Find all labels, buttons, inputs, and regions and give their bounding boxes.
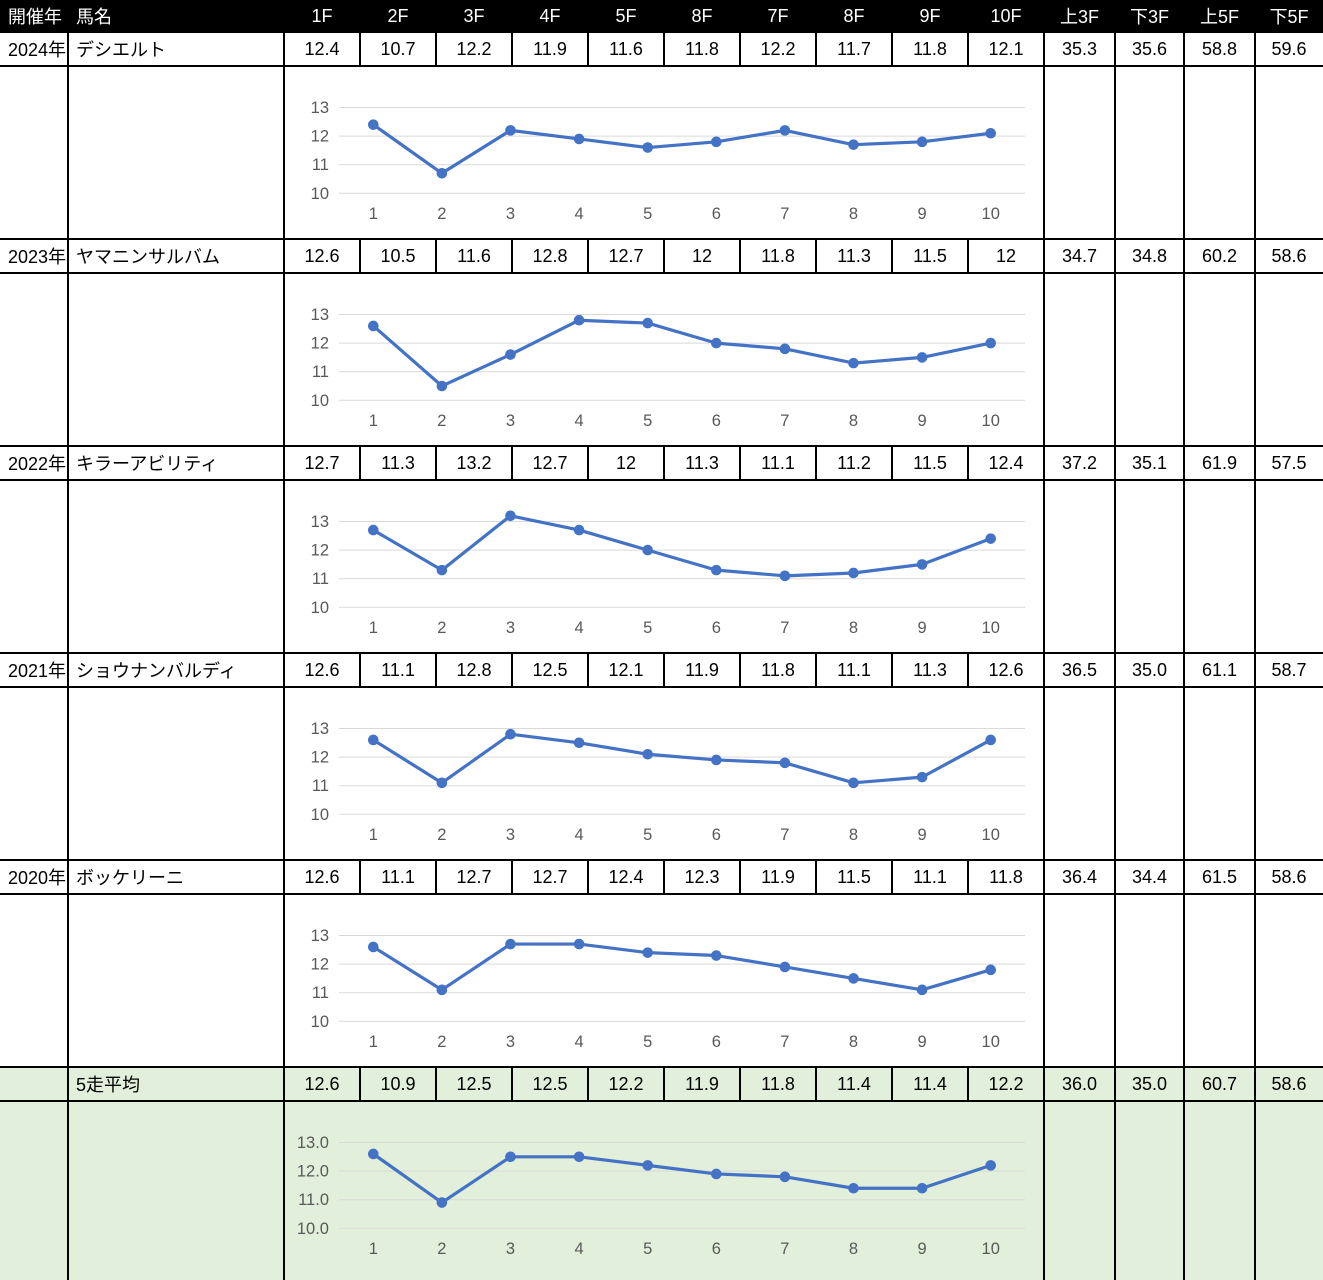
svg-text:5: 5 (643, 1033, 652, 1051)
svg-text:6: 6 (712, 1033, 721, 1051)
svg-text:9: 9 (918, 619, 927, 637)
svg-text:3: 3 (506, 1240, 515, 1258)
svg-text:3: 3 (506, 826, 515, 844)
svg-text:7: 7 (780, 1033, 789, 1051)
svg-text:10: 10 (982, 205, 1000, 223)
svg-text:5: 5 (643, 205, 652, 223)
svg-text:2: 2 (437, 826, 446, 844)
svg-text:8: 8 (849, 412, 858, 430)
svg-text:11: 11 (312, 156, 329, 174)
svg-text:4: 4 (575, 826, 584, 844)
svg-text:3: 3 (506, 412, 515, 430)
svg-text:11.0: 11.0 (298, 1191, 329, 1209)
svg-text:10: 10 (311, 806, 329, 824)
svg-text:11: 11 (312, 984, 329, 1002)
svg-text:1: 1 (369, 1240, 378, 1258)
svg-text:13: 13 (311, 99, 329, 117)
svg-text:6: 6 (712, 412, 721, 430)
svg-text:6: 6 (712, 205, 721, 223)
svg-text:7: 7 (780, 619, 789, 637)
svg-text:12: 12 (311, 335, 329, 353)
svg-text:9: 9 (918, 412, 927, 430)
svg-text:2: 2 (437, 205, 446, 223)
svg-text:3: 3 (506, 205, 515, 223)
svg-text:6: 6 (712, 826, 721, 844)
svg-text:8: 8 (849, 205, 858, 223)
svg-text:4: 4 (575, 1033, 584, 1051)
svg-text:1: 1 (369, 826, 378, 844)
svg-text:13: 13 (311, 927, 329, 945)
svg-text:2: 2 (437, 412, 446, 430)
svg-text:10: 10 (311, 599, 329, 617)
svg-text:12: 12 (311, 956, 329, 974)
svg-text:5: 5 (643, 826, 652, 844)
svg-text:4: 4 (575, 619, 584, 637)
svg-text:2: 2 (437, 1033, 446, 1051)
svg-text:8: 8 (849, 1033, 858, 1051)
svg-text:11: 11 (312, 570, 329, 588)
svg-text:10: 10 (982, 1240, 1000, 1258)
svg-text:13: 13 (311, 306, 329, 324)
svg-text:11: 11 (312, 363, 329, 381)
svg-text:13.0: 13.0 (297, 1134, 329, 1152)
svg-text:10: 10 (982, 412, 1000, 430)
svg-text:4: 4 (575, 205, 584, 223)
svg-text:10: 10 (311, 392, 329, 410)
svg-text:3: 3 (506, 1033, 515, 1051)
svg-text:10: 10 (982, 1033, 1000, 1051)
svg-text:12: 12 (311, 128, 329, 146)
svg-text:9: 9 (918, 205, 927, 223)
svg-text:7: 7 (780, 412, 789, 430)
svg-text:9: 9 (918, 1240, 927, 1258)
svg-text:5: 5 (643, 619, 652, 637)
svg-text:8: 8 (849, 826, 858, 844)
svg-text:1: 1 (369, 412, 378, 430)
svg-text:7: 7 (780, 205, 789, 223)
svg-text:10: 10 (311, 185, 329, 203)
svg-text:12.0: 12.0 (297, 1163, 329, 1181)
svg-text:5: 5 (643, 412, 652, 430)
svg-text:13: 13 (311, 513, 329, 531)
svg-text:1: 1 (369, 205, 378, 223)
svg-text:6: 6 (712, 1240, 721, 1258)
svg-text:3: 3 (506, 619, 515, 637)
svg-text:1: 1 (369, 1033, 378, 1051)
svg-text:13: 13 (311, 720, 329, 738)
svg-text:9: 9 (918, 1033, 927, 1051)
svg-text:2: 2 (437, 619, 446, 637)
svg-text:5: 5 (643, 1240, 652, 1258)
svg-text:4: 4 (575, 412, 584, 430)
svg-text:7: 7 (780, 826, 789, 844)
svg-text:8: 8 (849, 1240, 858, 1258)
svg-text:10.0: 10.0 (297, 1220, 329, 1238)
svg-text:4: 4 (575, 1240, 584, 1258)
svg-text:7: 7 (780, 1240, 789, 1258)
svg-text:2: 2 (437, 1240, 446, 1258)
svg-text:6: 6 (712, 619, 721, 637)
svg-text:1: 1 (369, 619, 378, 637)
svg-text:12: 12 (311, 749, 329, 767)
svg-text:11: 11 (312, 777, 329, 795)
svg-text:9: 9 (918, 826, 927, 844)
svg-text:10: 10 (982, 826, 1000, 844)
svg-text:10: 10 (311, 1013, 329, 1031)
svg-text:12: 12 (311, 542, 329, 560)
svg-text:10: 10 (982, 619, 1000, 637)
svg-text:8: 8 (849, 619, 858, 637)
